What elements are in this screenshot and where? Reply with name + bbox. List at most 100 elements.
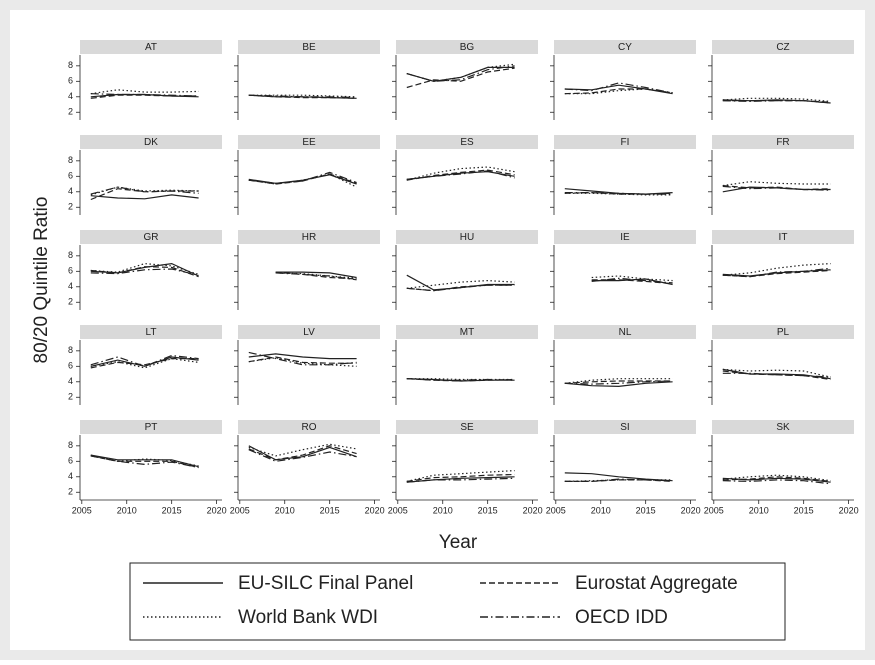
- y-tick-label: 6: [68, 266, 73, 276]
- x-tick-label: 2015: [162, 505, 182, 515]
- series-line: [248, 173, 357, 188]
- x-tick-label: 2015: [478, 505, 498, 515]
- y-tick-label: 4: [68, 376, 73, 386]
- x-tick-label: 2020: [207, 505, 227, 515]
- y-tick-label: 6: [68, 361, 73, 371]
- panel-strip: [396, 40, 538, 54]
- series-line: [275, 271, 357, 279]
- y-tick-label: 2: [68, 107, 73, 117]
- panel-strip: [554, 135, 696, 149]
- panel-title: IE: [620, 232, 630, 243]
- series-line: [275, 272, 357, 279]
- series-line: [90, 186, 199, 195]
- panel-strip: [712, 135, 854, 149]
- panel-strip: [554, 230, 696, 244]
- x-tick-label: 2015: [794, 505, 814, 515]
- series-line: [406, 477, 515, 483]
- panel-strip: [396, 420, 538, 434]
- y-tick-label: 2: [68, 487, 73, 497]
- series-line: [564, 88, 673, 95]
- panel-strip: [554, 420, 696, 434]
- y-tick-label: 2: [68, 297, 73, 307]
- x-tick-label: 2010: [117, 505, 137, 515]
- panel-title: SI: [620, 422, 629, 433]
- y-tick-label: 8: [68, 440, 73, 450]
- series-line: [406, 284, 515, 292]
- panel-title: GR: [144, 232, 159, 243]
- series-line: [722, 269, 831, 277]
- x-tick-label: 2020: [839, 505, 859, 515]
- panel-title: BG: [460, 42, 475, 53]
- series-line: [722, 100, 831, 104]
- series-line: [722, 476, 831, 482]
- y-tick-label: 4: [68, 186, 73, 196]
- series-line: [591, 275, 673, 282]
- panel-title: HU: [460, 232, 474, 243]
- panel-strip: [80, 40, 222, 54]
- series-line: [722, 269, 831, 278]
- series-line: [591, 279, 673, 285]
- panel-strip: [554, 40, 696, 54]
- series-line: [90, 93, 199, 97]
- panel-strip: [80, 325, 222, 339]
- series-line: [90, 188, 199, 201]
- x-tick-label: 2010: [275, 505, 295, 515]
- panel-strip: [80, 420, 222, 434]
- panel-title: FR: [776, 137, 789, 148]
- panel-strip: [238, 40, 380, 54]
- y-tick-label: 4: [68, 281, 73, 291]
- x-tick-label: 2020: [523, 505, 543, 515]
- series-line: [406, 63, 515, 82]
- legend-label: World Bank WDI: [238, 607, 378, 628]
- legend-label: OECD IDD: [575, 607, 668, 628]
- series-line: [275, 272, 357, 281]
- series-line: [90, 455, 199, 469]
- y-tick-label: 4: [68, 471, 73, 481]
- x-tick-label: 2010: [749, 505, 769, 515]
- series-line: [248, 445, 357, 461]
- y-tick-label: 6: [68, 76, 73, 86]
- series-line: [722, 477, 831, 483]
- panel-strip: [712, 230, 854, 244]
- series-line: [248, 351, 357, 366]
- legend-label: Eurostat Aggregate: [575, 573, 738, 594]
- panel-title: FI: [621, 137, 630, 148]
- series-line: [406, 67, 515, 89]
- panel-title: DK: [144, 137, 158, 148]
- panel-title: CY: [618, 42, 632, 53]
- y-tick-label: 6: [68, 456, 73, 466]
- legend-label: EU-SILC Final Panel: [238, 573, 413, 594]
- panel-title: AT: [145, 42, 157, 53]
- panel-title: PL: [777, 327, 790, 338]
- x-tick-label: 2005: [704, 505, 724, 515]
- panel-title: SK: [776, 422, 790, 433]
- panel-strip: [712, 325, 854, 339]
- series-line: [564, 380, 673, 385]
- series-line: [406, 65, 515, 82]
- panel-title: PT: [145, 422, 158, 433]
- series-line: [90, 358, 199, 369]
- panel-title: HR: [302, 232, 316, 243]
- panel-title: LT: [146, 327, 157, 338]
- series-line: [90, 266, 199, 278]
- series-line: [248, 449, 357, 462]
- panel-title: IT: [779, 232, 788, 243]
- series-line: [591, 277, 673, 284]
- series-line: [248, 445, 357, 461]
- series-line: [722, 185, 831, 191]
- y-tick-label: 8: [68, 60, 73, 70]
- panel-strip: [396, 325, 538, 339]
- series-line: [90, 194, 199, 200]
- x-tick-label: 2005: [388, 505, 408, 515]
- panel-title: BE: [302, 42, 316, 53]
- series-line: [564, 478, 673, 482]
- panel-strip: [238, 230, 380, 244]
- panel-title: MT: [460, 327, 474, 338]
- panel-strip: [712, 40, 854, 54]
- series-line: [406, 473, 515, 482]
- y-axis-label: 80/20 Quintile Ratio: [31, 197, 52, 364]
- panel-strip: [554, 325, 696, 339]
- panel-title: LV: [303, 327, 315, 338]
- series-line: [564, 192, 673, 195]
